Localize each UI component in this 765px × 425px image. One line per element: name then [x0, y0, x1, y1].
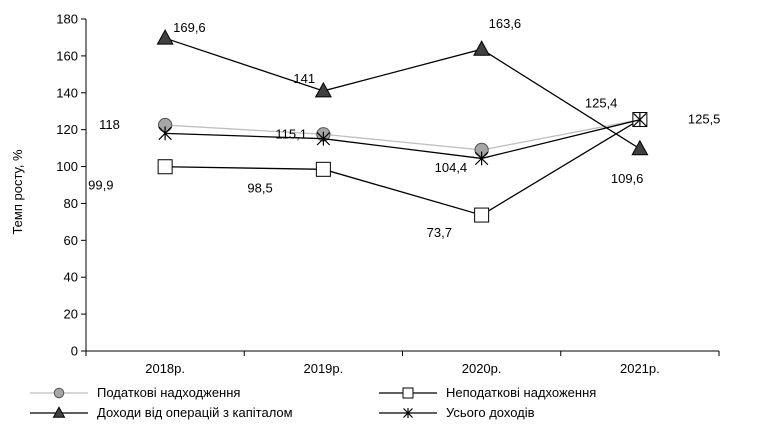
legend-marker: [402, 387, 414, 399]
y-tick-label: 60: [64, 233, 78, 248]
series-line: [165, 119, 641, 160]
y-tick-label: 140: [56, 85, 78, 100]
series-line: [165, 118, 641, 216]
data-label: 115,1: [275, 126, 307, 141]
data-label: 99,9: [88, 178, 113, 193]
data-point-marker: [473, 40, 491, 56]
y-tick-label: 120: [56, 122, 78, 137]
y-tick-label: 80: [64, 196, 78, 211]
data-point-marker: [316, 131, 331, 146]
legend-item: Неподаткові надхоження: [379, 385, 596, 400]
x-tick-label: 2018р.: [145, 361, 185, 376]
legend-item: Усього доходів: [379, 405, 535, 420]
legend-label: Податкові надходження: [97, 385, 240, 400]
data-label: 163,6: [489, 16, 522, 31]
legend-label: Неподаткові надхоження: [446, 385, 596, 400]
legend-marker: [52, 406, 66, 418]
x-tick-label: 2021р.: [620, 361, 660, 376]
legend-item: Доходи від операцій з капіталом: [30, 405, 293, 420]
data-label: 109,6: [611, 171, 644, 186]
data-point-marker: [633, 112, 647, 127]
data-label: 141: [293, 71, 315, 86]
data-label: 125,4: [585, 96, 618, 111]
data-label: 169,6: [173, 20, 206, 35]
legend-label: Доходи від операцій з капіталом: [97, 405, 293, 420]
y-tick-label: 40: [64, 270, 78, 285]
legend-marker: [53, 387, 65, 399]
data-point-marker: [631, 139, 649, 156]
legend-item: Податкові надходження: [30, 385, 240, 400]
data-point-marker: [474, 207, 490, 223]
y-tick-label: 180: [56, 12, 78, 27]
x-tick-label: 2019р.: [303, 361, 343, 376]
data-point-marker: [156, 29, 174, 45]
data-point-marker: [474, 151, 489, 166]
data-point-marker: [315, 161, 331, 177]
y-tick-label: 160: [56, 48, 78, 63]
data-point-marker: [158, 126, 172, 141]
data-point-marker: [157, 159, 173, 175]
y-axis-label: Темп росту, %: [10, 149, 25, 235]
data-label: 104,4: [435, 160, 468, 175]
series-line: [165, 119, 640, 151]
data-label: 125,5: [688, 112, 721, 127]
series-line: [164, 37, 641, 150]
y-tick-label: 20: [64, 307, 78, 322]
legend-label: Усього доходів: [446, 405, 535, 420]
data-label: 73,7: [427, 225, 452, 240]
data-label: 118: [99, 117, 120, 132]
y-tick-label: 0: [71, 344, 78, 359]
data-label: 98,5: [247, 180, 272, 195]
y-tick-label: 100: [56, 159, 78, 174]
data-point-marker: [314, 81, 332, 98]
x-tick-label: 2020р.: [462, 361, 502, 376]
legend-marker: [403, 408, 413, 418]
